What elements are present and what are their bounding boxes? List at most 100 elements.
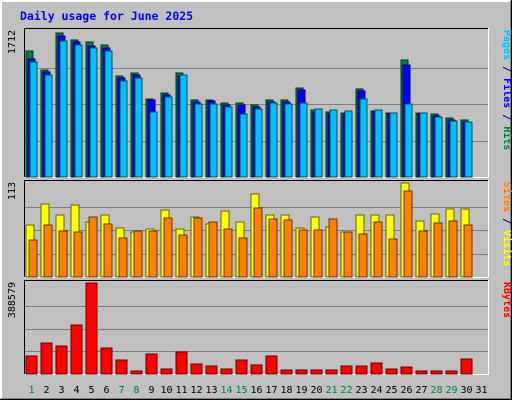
legend-entry: / (501, 212, 512, 230)
bar-kbytes-day-12 (190, 363, 203, 375)
panel-requests: 1712 Pages / Files / Hits (7, 28, 512, 178)
x-tick-label: 17 (265, 385, 277, 396)
bar-kbytes-day-28 (430, 370, 443, 375)
x-tick-label: 1 (28, 385, 34, 396)
bar-pages-day-15 (239, 113, 248, 178)
bar-pages-day-2 (44, 74, 53, 178)
bar-kbytes-day-13 (205, 365, 218, 375)
bar-kbytes-day-21 (325, 369, 338, 375)
bar-pages-day-28 (434, 116, 443, 178)
series-legend-label: Pages / Files / Hits (501, 30, 512, 150)
legend-entry: Sites (501, 182, 512, 212)
x-tick-label: 31 (475, 385, 487, 396)
bar-kbytes-day-27 (415, 370, 428, 375)
bar-sites-day-18 (283, 219, 293, 278)
bar-kbytes-day-30 (460, 358, 473, 375)
bar-pages-day-10 (164, 96, 173, 178)
bar-pages-day-14 (224, 106, 233, 178)
x-tick-label: 27 (415, 385, 427, 396)
bar-kbytes-day-23 (355, 365, 368, 375)
bar-sites-day-25 (388, 238, 398, 278)
bar-kbytes-day-16 (250, 364, 263, 375)
panel-kbytes: 388579 KBytes (7, 280, 512, 375)
bar-pages-day-11 (179, 74, 188, 178)
legend-entry: Files (501, 78, 512, 108)
chart-panels: 1712 Pages / Files / Hits 113 Sites / Visit… (7, 28, 512, 375)
x-tick-label: 30 (460, 385, 472, 396)
x-tick-label: 2 (43, 385, 49, 396)
series-legend-label: Sites / Visits (501, 182, 512, 266)
bar-sites-day-6 (103, 223, 113, 278)
bar-sites-day-19 (298, 229, 308, 278)
bar-pages-day-18 (284, 103, 293, 178)
bar-kbytes-day-17 (265, 355, 278, 375)
bar-kbytes-day-20 (310, 369, 323, 375)
bar-sites-day-13 (208, 221, 218, 278)
bar-pages-day-7 (119, 80, 128, 178)
bar-sites-day-2 (43, 224, 53, 278)
bar-sites-day-21 (328, 218, 338, 278)
x-tick-label: 9 (148, 385, 154, 396)
bar-pages-day-5 (89, 47, 98, 178)
bar-pages-day-6 (104, 50, 113, 178)
bar-pages-day-17 (269, 102, 278, 178)
bar-sites-day-24 (373, 221, 383, 278)
legend-entry: KBytes (501, 282, 512, 318)
bar-pages-day-1 (29, 61, 38, 178)
x-tick-label: 11 (175, 385, 187, 396)
bar-sites-day-23 (358, 233, 368, 278)
x-tick-label: 6 (103, 385, 109, 396)
bar-sites-day-1 (28, 239, 38, 278)
bar-kbytes-day-19 (295, 369, 308, 375)
bar-pages-day-25 (389, 112, 398, 178)
bar-pages-day-22 (344, 110, 353, 178)
bar-pages-day-8 (134, 77, 143, 178)
bar-kbytes-day-8 (130, 370, 143, 375)
bar-sites-day-8 (133, 230, 143, 278)
bar-sites-day-17 (268, 218, 278, 278)
bar-pages-day-27 (419, 112, 428, 178)
x-axis-day-labels: 1 2 3 4 5 6 7 8 9 10 11 12 13 14 15 16 17 18 19 20 21 22 23 24 2… (28, 385, 487, 396)
legend-entry: / (501, 108, 512, 126)
x-tick-label: 16 (250, 385, 262, 396)
x-tick-label: 7 (118, 385, 124, 396)
legend-entry: Pages (501, 30, 512, 60)
x-tick-label: 10 (160, 385, 172, 396)
bar-sites-day-3 (58, 230, 68, 278)
y-max-label: 1712 (7, 30, 18, 54)
bar-kbytes-day-9 (145, 353, 158, 375)
bar-kbytes-day-10 (160, 368, 173, 375)
bar-sites-day-15 (238, 237, 248, 278)
bar-kbytes-day-5 (85, 282, 98, 375)
x-tick-label: 22 (340, 385, 352, 396)
bar-sites-day-9 (148, 230, 158, 278)
bar-sites-day-22 (343, 231, 353, 278)
x-tick-label: 25 (385, 385, 397, 396)
bar-kbytes-day-2 (40, 342, 53, 375)
bar-pages-day-19 (299, 102, 308, 178)
bar-sites-day-7 (118, 237, 128, 278)
bar-pages-day-26 (404, 103, 413, 178)
x-tick-label: 21 (325, 385, 337, 396)
x-tick-label: 18 (280, 385, 292, 396)
legend-entry: / (501, 60, 512, 78)
chart-title: Daily usage for June 2025 (20, 9, 193, 23)
bar-sites-day-10 (163, 217, 173, 278)
bar-sites-day-30 (463, 224, 473, 278)
bar-pages-day-9 (149, 111, 158, 178)
bar-pages-day-30 (464, 121, 473, 178)
x-tick-label: 19 (295, 385, 307, 396)
bar-kbytes-day-6 (100, 347, 113, 375)
bar-kbytes-day-3 (55, 345, 68, 375)
bar-kbytes-day-25 (385, 368, 398, 375)
bar-sites-day-5 (88, 216, 98, 278)
bar-pages-day-21 (329, 109, 338, 178)
bar-pages-day-12 (194, 103, 203, 178)
bar-pages-day-29 (449, 120, 458, 178)
bar-pages-day-13 (209, 103, 218, 178)
bar-pages-day-24 (374, 109, 383, 178)
series-legend-label: KBytes (501, 282, 512, 318)
x-tick-label: 28 (430, 385, 442, 396)
y-max-label: 113 (7, 182, 18, 200)
bar-pages-day-23 (359, 98, 368, 178)
